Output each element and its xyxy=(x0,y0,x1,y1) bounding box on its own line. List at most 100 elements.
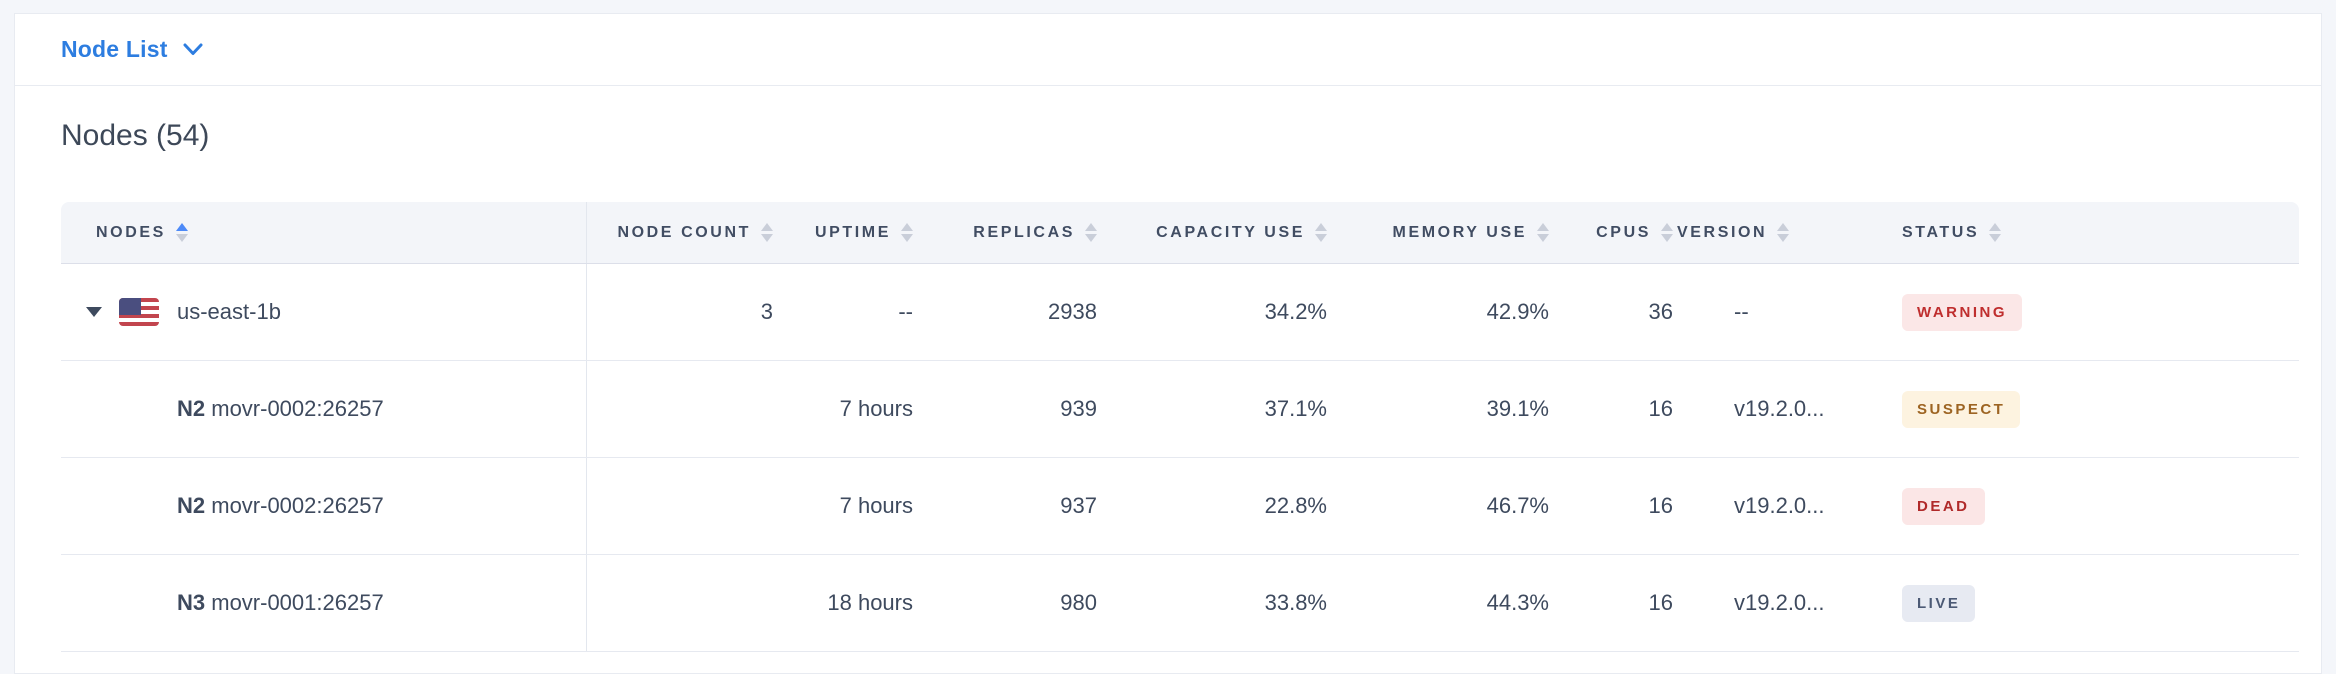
sort-icon xyxy=(761,223,773,242)
column-header-nodes[interactable]: NODES xyxy=(61,202,587,263)
cell-capacity-use: 22.8% xyxy=(1264,493,1327,518)
sort-icon xyxy=(1661,223,1673,242)
column-header-label: UPTIME xyxy=(814,223,891,241)
column-header-label: CAPACITY USE xyxy=(1156,223,1305,241)
node-address: movr-0001:26257 xyxy=(205,590,384,615)
cell-cpus: 36 xyxy=(1648,299,1673,324)
sort-down-arrow-icon xyxy=(1315,234,1327,242)
sort-icon xyxy=(1777,223,1790,242)
cell-version: v19.2.0... xyxy=(1734,493,1825,518)
cell-replicas: 2938 xyxy=(1048,299,1097,324)
cell-node-count xyxy=(587,361,777,457)
cell-uptime: 18 hours xyxy=(827,590,913,615)
cell-capacity-use: 37.1% xyxy=(1264,396,1327,421)
column-header-label: STATUS xyxy=(1902,223,1980,241)
cell-memory-use: 39.1% xyxy=(1486,396,1549,421)
column-header-label: REPLICAS xyxy=(973,223,1075,241)
status-badge: WARNING xyxy=(1902,293,2022,331)
cell-replicas: 937 xyxy=(1060,493,1097,518)
column-header-label: MEMORY USE xyxy=(1392,223,1527,241)
column-header-memory-use[interactable]: MEMORY USE xyxy=(1331,202,1553,263)
status-badge: SUSPECT xyxy=(1902,390,2021,428)
cell-capacity-use: 33.8% xyxy=(1264,590,1327,615)
sort-icon xyxy=(901,223,913,242)
column-header-cpus[interactable]: CPUS xyxy=(1553,202,1677,263)
cell-nodes: N2 movr-0002:26257 xyxy=(61,458,587,554)
card-header: Node List xyxy=(15,14,2321,86)
cell-version: v19.2.0... xyxy=(1734,590,1825,615)
sort-up-arrow-icon xyxy=(1989,223,2002,231)
node-address: movr-0002:26257 xyxy=(205,493,384,518)
cell-replicas: 939 xyxy=(1060,396,1097,421)
column-header-label: NODE COUNT xyxy=(617,223,751,241)
cell-version: v19.2.0... xyxy=(1734,396,1825,421)
node-name[interactable]: N2 movr-0002:26257 xyxy=(61,493,384,519)
sort-down-arrow-icon xyxy=(901,234,913,242)
sort-icon xyxy=(175,223,188,242)
column-header-node-count[interactable]: NODE COUNT xyxy=(587,202,777,263)
node-name[interactable]: N2 movr-0002:26257 xyxy=(61,396,384,422)
table-row[interactable]: N3 movr-0001:26257 18 hours 980 33.8% 44.3% 1… xyxy=(61,555,2299,652)
sort-up-arrow-icon xyxy=(761,223,773,231)
cell-cpus: 16 xyxy=(1648,493,1673,518)
chevron-down-icon xyxy=(183,43,203,55)
cell-version: -- xyxy=(1734,299,1749,324)
column-header-capacity-use[interactable]: CAPACITY USE xyxy=(1101,202,1331,263)
sort-icon xyxy=(1989,223,2002,242)
cell-cpus: 16 xyxy=(1648,396,1673,421)
node-id: N2 xyxy=(177,396,206,421)
sort-icon xyxy=(1085,223,1097,242)
view-selector-label: Node List xyxy=(61,36,168,62)
cell-node-count xyxy=(587,458,777,554)
sort-down-arrow-icon xyxy=(1989,234,2002,242)
sort-down-arrow-icon xyxy=(1085,234,1097,242)
cell-nodes: N3 movr-0001:26257 xyxy=(61,555,587,651)
status-badge: LIVE xyxy=(1902,584,1976,622)
node-id: N3 xyxy=(177,590,206,615)
column-header-replicas[interactable]: REPLICAS xyxy=(917,202,1101,263)
cell-uptime: -- xyxy=(898,299,913,324)
cell-memory-use: 42.9% xyxy=(1486,299,1549,324)
table-row[interactable]: N2 movr-0002:26257 7 hours 937 22.8% 46.7% 16… xyxy=(61,458,2299,555)
column-header-version[interactable]: VERSION xyxy=(1677,202,1902,263)
cell-status: WARNING xyxy=(1902,264,2299,360)
table-row[interactable]: us-east-1b 3 -- 2938 34.2% 42.9% 36 -- WARNING xyxy=(61,264,2299,361)
status-badge: DEAD xyxy=(1902,487,1985,525)
region-name[interactable]: us-east-1b xyxy=(177,299,281,324)
sort-down-arrow-icon xyxy=(1537,234,1549,242)
cell-capacity-use: 34.2% xyxy=(1264,299,1327,324)
cell-nodes: N2 movr-0002:26257 xyxy=(61,361,587,457)
cell-uptime: 7 hours xyxy=(839,396,913,421)
column-header-label: CPUS xyxy=(1596,223,1651,241)
sort-icon xyxy=(1537,223,1549,242)
column-header-status[interactable]: STATUS xyxy=(1902,202,2299,263)
cell-cpus: 16 xyxy=(1648,590,1673,615)
us-flag-icon xyxy=(119,298,159,326)
sort-down-arrow-icon xyxy=(761,234,773,242)
sort-up-arrow-icon xyxy=(901,223,913,231)
nodes-table: NODES NODE COUNT UPTIME REPLICAS CAPACITY US… xyxy=(61,202,2299,652)
node-address: movr-0002:26257 xyxy=(205,396,384,421)
sort-icon xyxy=(1315,223,1327,242)
column-header-label: NODES xyxy=(96,223,166,241)
table-body: us-east-1b 3 -- 2938 34.2% 42.9% 36 -- WARNING N2… xyxy=(61,264,2299,652)
cell-status: LIVE xyxy=(1902,555,2299,651)
view-selector-dropdown[interactable]: Node List xyxy=(61,36,203,63)
column-header-uptime[interactable]: UPTIME xyxy=(777,202,917,263)
table-row[interactable]: N2 movr-0002:26257 7 hours 939 37.1% 39.1% 16… xyxy=(61,361,2299,458)
sort-up-arrow-icon xyxy=(1537,223,1549,231)
page-title: Nodes (54) xyxy=(61,119,210,152)
sort-up-arrow-icon xyxy=(1661,223,1673,231)
sort-up-arrow-icon xyxy=(175,223,188,231)
sort-down-arrow-icon xyxy=(1661,234,1673,242)
collapse-caret-icon[interactable] xyxy=(86,307,102,317)
table-header-row: NODES NODE COUNT UPTIME REPLICAS CAPACITY US… xyxy=(61,202,2299,264)
card-content: Nodes (54) NODES NODE COUNT UPTIME REPLICAS… xyxy=(15,118,2321,652)
cell-status: SUSPECT xyxy=(1902,361,2299,457)
node-name[interactable]: N3 movr-0001:26257 xyxy=(61,590,384,616)
column-header-label: VERSION xyxy=(1677,223,1768,241)
cell-node-count: 3 xyxy=(760,299,773,324)
cell-status: DEAD xyxy=(1902,458,2299,554)
sort-up-arrow-icon xyxy=(1085,223,1097,231)
cell-replicas: 980 xyxy=(1060,590,1097,615)
